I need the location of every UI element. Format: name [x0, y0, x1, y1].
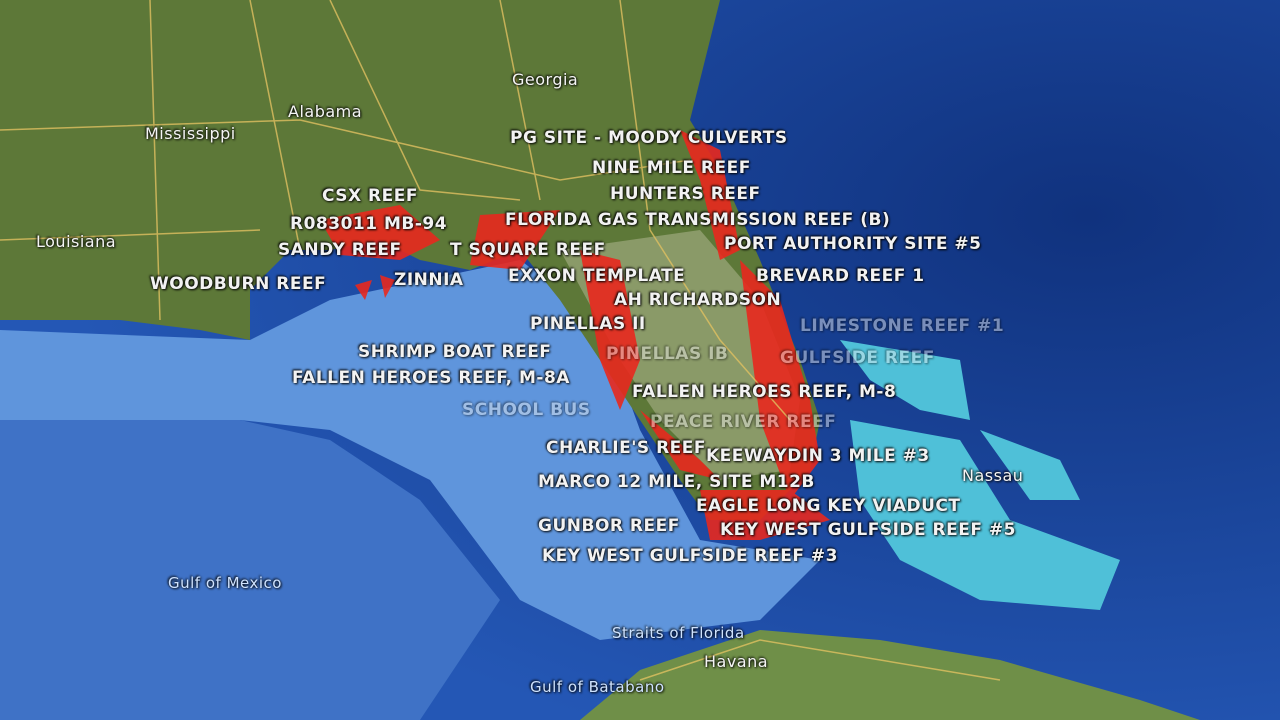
place-label-georgia: Georgia — [512, 70, 579, 89]
reef-label[interactable]: HUNTERS REEF — [610, 184, 761, 204]
reef-label[interactable]: BREVARD REEF 1 — [756, 266, 925, 286]
reef-label[interactable]: PORT AUTHORITY SITE #5 — [724, 234, 982, 254]
reef-label[interactable]: T SQUARE REEF — [450, 240, 606, 260]
us-land — [0, 0, 820, 520]
reef-label[interactable]: MARCO 12 MILE, SITE M12B — [538, 472, 815, 492]
place-label-nassau: Nassau — [962, 466, 1024, 485]
place-label-alabama: Alabama — [288, 102, 363, 121]
reef-label[interactable]: FLORIDA GAS TRANSMISSION REEF (B) — [505, 210, 891, 230]
reef-label[interactable]: EXXON TEMPLATE — [508, 266, 686, 286]
reef-label[interactable]: PG SITE - MOODY CULVERTS — [510, 128, 788, 148]
cuba — [580, 630, 1200, 720]
reef-label[interactable]: EAGLE LONG KEY VIADUCT — [696, 496, 961, 516]
reef-label[interactable]: FALLEN HEROES REEF, M-8A — [292, 368, 570, 388]
place-label-louisiana: Louisiana — [36, 232, 117, 251]
reef-label-faint[interactable]: PEACE RIVER REEF — [650, 412, 837, 432]
reef-label[interactable]: WOODBURN REEF — [150, 274, 327, 294]
reef-label-faint[interactable]: PINELLAS IB — [606, 344, 729, 364]
reef-label[interactable]: SANDY REEF — [278, 240, 402, 260]
roads — [0, 0, 1001, 681]
water-label-straits-of-florida: Straits of Florida — [612, 624, 745, 642]
reef-markers — [320, 130, 830, 540]
reef-label[interactable]: PINELLAS II — [530, 314, 646, 334]
reef-label[interactable]: CSX REEF — [322, 186, 418, 206]
place-label-havana: Havana — [704, 652, 769, 671]
reef-label[interactable]: AH RICHARDSON — [614, 290, 782, 310]
place-label-mississippi: Mississippi — [145, 124, 236, 143]
bahamas-banks — [840, 340, 1120, 610]
reef-label-faint[interactable]: GULFSIDE REEF — [780, 348, 935, 368]
reef-label[interactable]: KEY WEST GULFSIDE REEF #3 — [542, 546, 838, 566]
reef-label[interactable]: KEY WEST GULFSIDE REEF #5 — [720, 520, 1016, 540]
gulf-basin — [0, 420, 500, 720]
continental-shelf — [0, 260, 820, 640]
reef-label[interactable]: KEEWAYDIN 3 MILE #3 — [706, 446, 930, 466]
reef-label[interactable]: CHARLIE'S REEF — [546, 438, 707, 458]
reef-label-faint[interactable]: SCHOOL BUS — [462, 400, 591, 420]
reef-label[interactable]: GUNBOR REEF — [538, 516, 680, 536]
reef-label[interactable]: NINE MILE REEF — [592, 158, 751, 178]
water-label-gulf-of-batabano: Gulf of Batabano — [530, 678, 665, 696]
reef-label[interactable]: FALLEN HEROES REEF, M-8 — [632, 382, 897, 402]
water-label-gulf-of-mexico: Gulf of Mexico — [168, 574, 282, 592]
reef-label[interactable]: SHRIMP BOAT REEF — [358, 342, 552, 362]
reef-label[interactable]: ZINNIA — [394, 270, 464, 290]
reef-label[interactable]: R083011 MB-94 — [290, 214, 448, 234]
reef-label-faint[interactable]: LIMESTONE REEF #1 — [800, 316, 1005, 336]
